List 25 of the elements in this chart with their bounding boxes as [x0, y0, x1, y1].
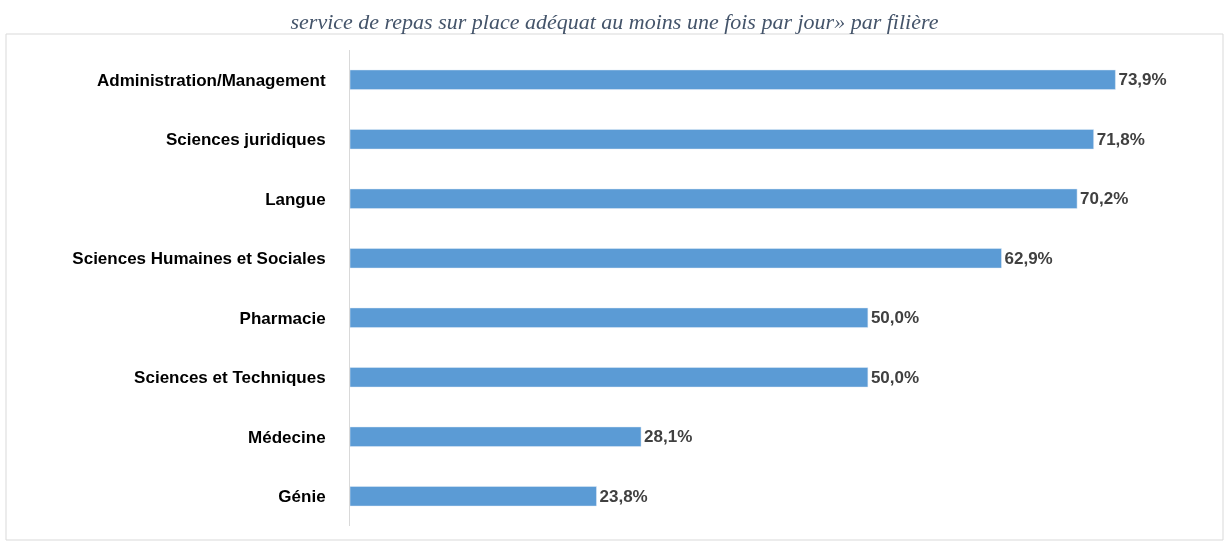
y-tick-label: Administration/Management: [97, 70, 326, 90]
data-label: 50,0%: [870, 308, 920, 328]
y-tick-label: Médecine: [248, 427, 326, 447]
y-tick-label: Sciences Humaines et Sociales: [72, 249, 326, 269]
y-tick-label: Génie: [278, 487, 326, 507]
bar: [350, 367, 869, 388]
data-label: 50,0%: [870, 367, 920, 387]
data-label: 70,2%: [1080, 189, 1129, 209]
y-tick-label: Sciences juridiques: [165, 130, 326, 150]
bar: [350, 69, 1116, 90]
bar: [350, 307, 869, 328]
data-label: 62,9%: [1004, 248, 1053, 268]
data-label: 73,9%: [1118, 70, 1167, 90]
data-label: 23,8%: [599, 486, 648, 506]
y-tick-label: Sciences et Techniques: [134, 368, 326, 388]
bar: [350, 188, 1078, 209]
chart-title: service de repas sur place adéquat au moins une fois par jour» par filière: [290, 9, 939, 35]
data-label: 71,8%: [1096, 129, 1145, 149]
data-label: 28,1%: [644, 427, 693, 447]
bar: [350, 426, 642, 447]
bar: [350, 248, 1002, 269]
y-tick-label: Langue: [265, 189, 326, 209]
y-tick-label: Pharmacie: [239, 308, 326, 328]
bar: [350, 129, 1094, 150]
bar: [350, 486, 597, 507]
